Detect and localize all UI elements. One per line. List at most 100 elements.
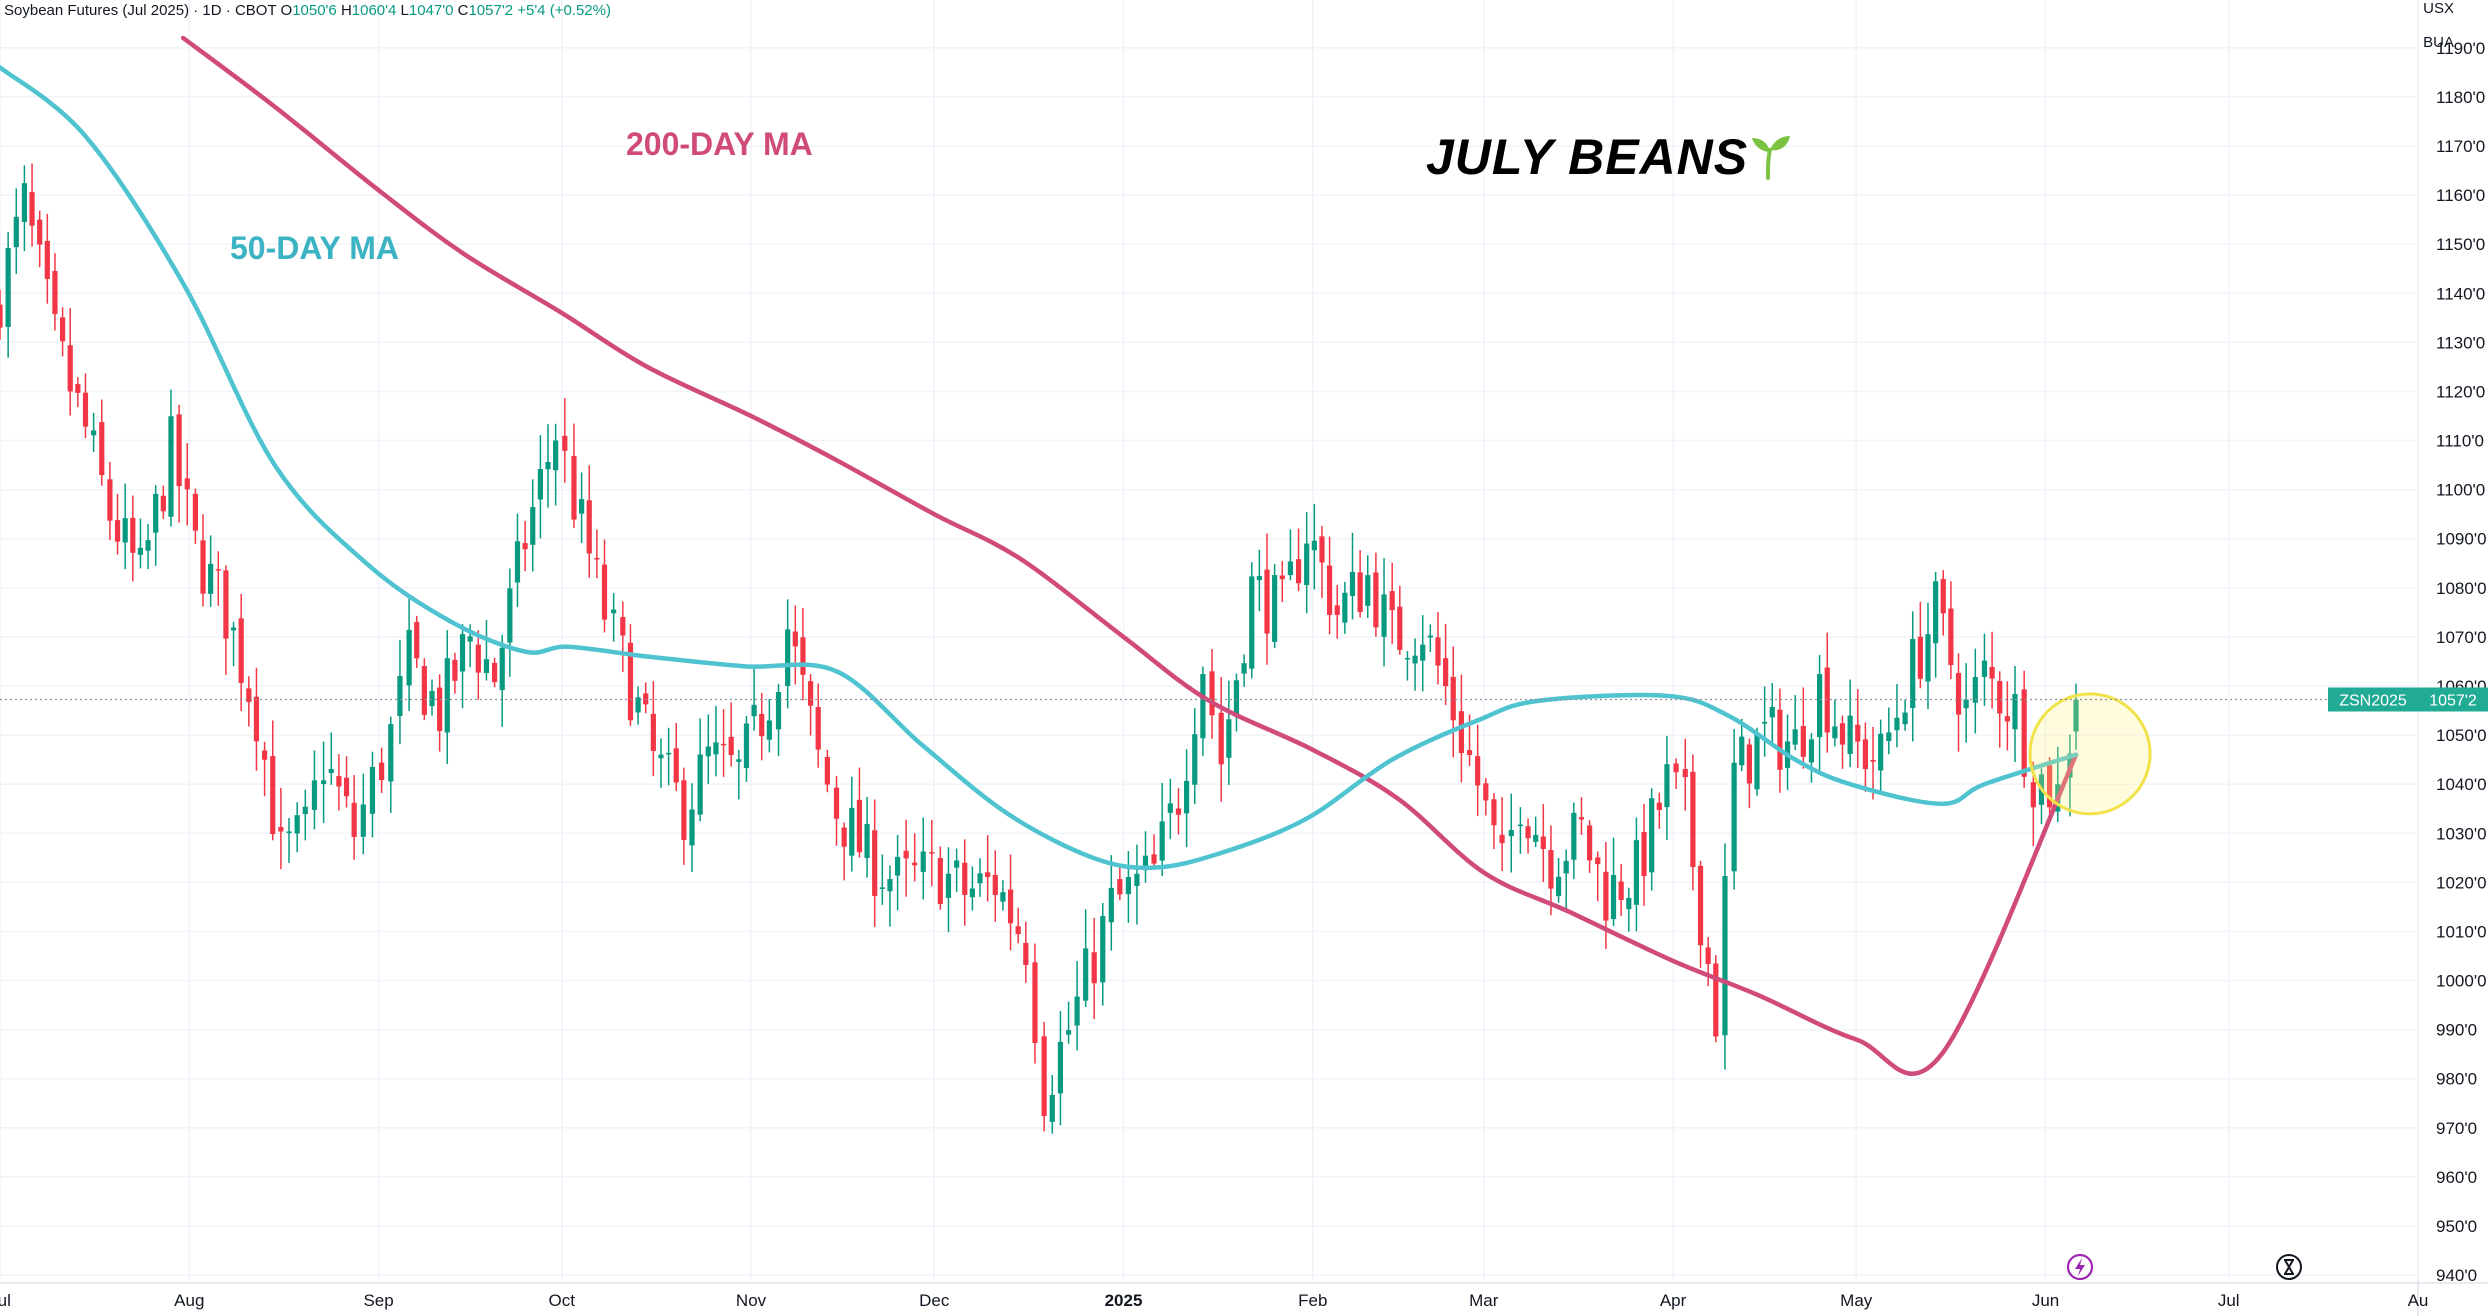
candle-body xyxy=(1100,916,1106,983)
candle xyxy=(75,377,81,408)
candle xyxy=(379,747,385,794)
candle xyxy=(475,630,481,700)
ma50-line xyxy=(0,65,2079,871)
candle xyxy=(261,741,268,797)
candle xyxy=(414,615,420,668)
candle-body xyxy=(261,750,268,760)
candle-body xyxy=(176,414,182,487)
candle-body xyxy=(107,479,113,521)
candle-body xyxy=(920,851,926,872)
time-axis[interactable]: Jul Aug Sep Oct Nov Dec 2025 Feb Mar Apr May Jun Jul… xyxy=(0,1291,2428,1310)
candle-body xyxy=(137,547,144,555)
y-tick-label: 1080'0 xyxy=(2436,579,2487,598)
candle xyxy=(689,783,695,872)
x-tick-label: Feb xyxy=(1298,1291,1327,1310)
y-tick-label: 1090'0 xyxy=(2436,530,2487,549)
candle xyxy=(1057,1011,1064,1126)
candle xyxy=(1746,738,1752,809)
candle-body xyxy=(1925,634,1931,682)
hourglass-icon[interactable] xyxy=(2274,1252,2302,1280)
candle-body xyxy=(728,736,734,756)
candle xyxy=(1817,655,1823,772)
candle-body xyxy=(379,762,385,781)
symbol-tag-bg xyxy=(2328,687,2418,712)
candle-body xyxy=(553,440,559,471)
candle-body xyxy=(29,191,35,226)
candle xyxy=(728,702,734,767)
candle xyxy=(311,750,318,830)
candle-body xyxy=(75,384,81,393)
candle xyxy=(775,683,782,756)
candle xyxy=(1074,961,1080,1051)
candle-body xyxy=(1491,799,1497,826)
price-axis[interactable]: 1190'0 1180'0 1170'0 1160'0 1150'0 1140'0 1130… xyxy=(2436,39,2487,1285)
candle xyxy=(1117,863,1123,901)
volume-unit-label[interactable]: BUA xyxy=(2423,34,2454,51)
candle xyxy=(2047,757,2053,821)
candle xyxy=(1925,602,1931,710)
candle-body xyxy=(586,500,592,554)
candle xyxy=(1249,562,1255,679)
lightning-icon[interactable] xyxy=(2065,1252,2094,1281)
candle-body xyxy=(800,637,806,675)
x-tick-label: May xyxy=(1840,1291,1873,1310)
y-tick-label: 1050'0 xyxy=(2436,726,2487,745)
candle-body xyxy=(562,435,568,451)
y-tick-label: 1020'0 xyxy=(2436,873,2487,892)
candle xyxy=(887,865,893,927)
candle-body xyxy=(962,862,968,895)
candle-body xyxy=(2004,716,2010,722)
candle xyxy=(1910,611,1916,742)
candle xyxy=(792,605,798,685)
candle xyxy=(491,657,498,688)
candle-body xyxy=(969,888,975,898)
candle-body xyxy=(1049,1094,1055,1122)
candle xyxy=(369,751,376,838)
open-value: 1050'6 xyxy=(292,2,337,19)
candle-body xyxy=(208,563,214,594)
candle xyxy=(1319,525,1325,598)
candle-body xyxy=(82,392,89,427)
candle xyxy=(571,423,577,529)
y-tick-label: 1100'0 xyxy=(2436,481,2485,500)
candle xyxy=(1032,943,1038,1064)
candle xyxy=(1981,633,1988,706)
candle-body xyxy=(1357,572,1363,613)
candle xyxy=(743,715,750,782)
ma200-annotation: 200-DAY MA xyxy=(626,126,813,162)
candle-body xyxy=(1057,1041,1064,1094)
candle-body xyxy=(1618,881,1624,900)
candle-body xyxy=(743,723,750,768)
candle-body xyxy=(369,766,376,814)
candle-body xyxy=(785,629,791,686)
candle xyxy=(545,424,551,508)
candle xyxy=(1272,563,1278,649)
high-value: 1060'4 xyxy=(351,2,397,19)
candle-body xyxy=(1041,1036,1047,1117)
currency-unit-label[interactable]: USX xyxy=(2423,0,2454,17)
candle-body xyxy=(421,666,427,715)
candle xyxy=(1555,857,1562,903)
candle-body xyxy=(200,540,206,594)
candle xyxy=(1894,683,1900,748)
candle xyxy=(1722,843,1728,1070)
y-tick-label: 1160'0 xyxy=(2436,186,2485,205)
candle xyxy=(1626,887,1632,932)
candle-body xyxy=(1151,854,1157,864)
candle xyxy=(114,494,121,555)
candle xyxy=(328,732,334,785)
candle xyxy=(1304,512,1310,614)
candle xyxy=(200,514,206,607)
candle xyxy=(1108,855,1114,951)
candle-body xyxy=(1633,840,1640,905)
candle-body xyxy=(985,872,991,877)
candle xyxy=(1091,917,1097,1020)
candle xyxy=(1862,722,1869,792)
candle-body xyxy=(849,807,855,856)
candle-body xyxy=(1365,575,1371,606)
candle-body xyxy=(1342,592,1348,623)
candle-body xyxy=(514,541,521,583)
candle-body xyxy=(2021,689,2027,777)
candle xyxy=(153,485,159,566)
